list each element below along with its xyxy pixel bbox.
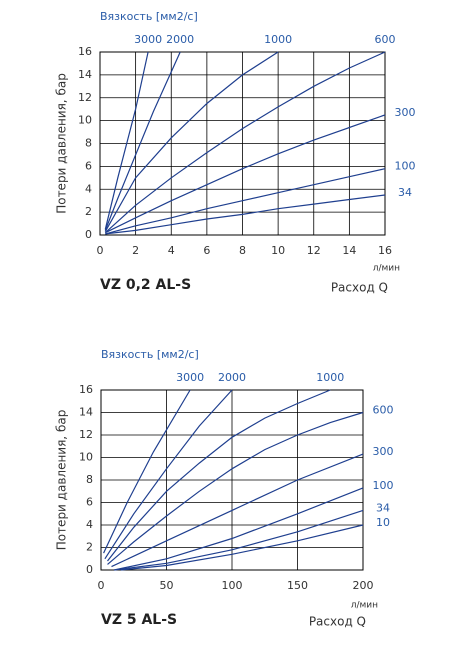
curve (120, 524, 364, 571)
x-tick-label: 100 (222, 579, 243, 592)
curve (111, 453, 364, 568)
x-tick-label: 8 (239, 244, 246, 257)
legend-title: Вязкость [мм2/с] (101, 348, 199, 361)
x-tick-label: 4 (168, 244, 175, 257)
y-tick-label: 4 (86, 518, 93, 531)
y-tick-label: 16 (78, 45, 92, 58)
y-tick-label: 6 (86, 496, 93, 509)
y-tick-label: 14 (79, 406, 93, 419)
x-unit: л/мин (351, 601, 378, 611)
y-tick-label: 8 (85, 137, 92, 150)
curve-label: 34 (376, 501, 390, 514)
y-tick-label: 12 (79, 428, 93, 441)
y-tick-label: 0 (85, 228, 92, 241)
curve-label: 3000 (176, 371, 204, 384)
curve (105, 168, 386, 235)
curve-label: 100 (373, 479, 394, 492)
y-tick-label: 2 (85, 205, 92, 218)
curve-label: 34 (398, 186, 412, 199)
y-tick-label: 4 (85, 182, 92, 195)
y-tick-label: 16 (79, 383, 93, 396)
x-axis-label: Расход Q (331, 281, 388, 295)
x-tick-label: 14 (342, 244, 356, 257)
x-tick-label: 2 (132, 244, 139, 257)
curve-label: 3000 (134, 33, 162, 46)
y-tick-label: 14 (78, 68, 92, 81)
curve (105, 114, 386, 234)
x-tick-label: 10 (271, 244, 285, 257)
y-tick-label: 8 (86, 473, 93, 486)
x-unit: л/мин (373, 264, 400, 274)
curve (104, 51, 181, 231)
curve-label: 300 (373, 445, 394, 458)
y-tick-label: 6 (85, 159, 92, 172)
plot-frame (99, 51, 386, 236)
curve (104, 51, 149, 230)
y-tick-label: 10 (79, 451, 93, 464)
chart-title: VZ 0,2 AL-S (100, 277, 191, 293)
legend-title: Вязкость [мм2/с] (100, 10, 198, 23)
curve-label: 10 (376, 516, 390, 529)
curve (103, 389, 191, 554)
x-tick-label: 200 (353, 579, 374, 592)
x-tick-label: 0 (98, 579, 105, 592)
x-tick-label: 6 (203, 244, 210, 257)
x-tick-label: 50 (160, 579, 174, 592)
curve (105, 194, 386, 235)
curve (114, 509, 364, 571)
curve-label: 2000 (166, 33, 194, 46)
y-tick-label: 10 (78, 114, 92, 127)
curve (104, 389, 233, 560)
curve (113, 487, 364, 571)
y-axis-label: Потери давления, бар (55, 410, 69, 551)
curve (104, 51, 279, 232)
curve (104, 51, 386, 234)
chart-title: VZ 5 AL-S (101, 612, 177, 628)
x-tick-label: 12 (307, 244, 321, 257)
x-tick-label: 150 (287, 579, 308, 592)
x-tick-label: 0 (97, 244, 104, 257)
x-axis-label: Расход Q (309, 615, 366, 629)
curve-label: 100 (395, 160, 416, 173)
y-tick-label: 0 (86, 563, 93, 576)
curve-label: 2000 (218, 371, 246, 384)
curve-label: 300 (395, 106, 416, 119)
curve-label: 600 (375, 33, 396, 46)
y-tick-label: 12 (78, 91, 92, 104)
curve-label: 1000 (316, 371, 344, 384)
curve-label: 600 (373, 404, 394, 417)
y-tick-label: 2 (86, 541, 93, 554)
curve (107, 389, 331, 562)
x-tick-label: 16 (378, 244, 392, 257)
y-axis-label: Потери давления, бар (55, 73, 69, 214)
curve (107, 411, 364, 565)
curve-label: 1000 (264, 33, 292, 46)
